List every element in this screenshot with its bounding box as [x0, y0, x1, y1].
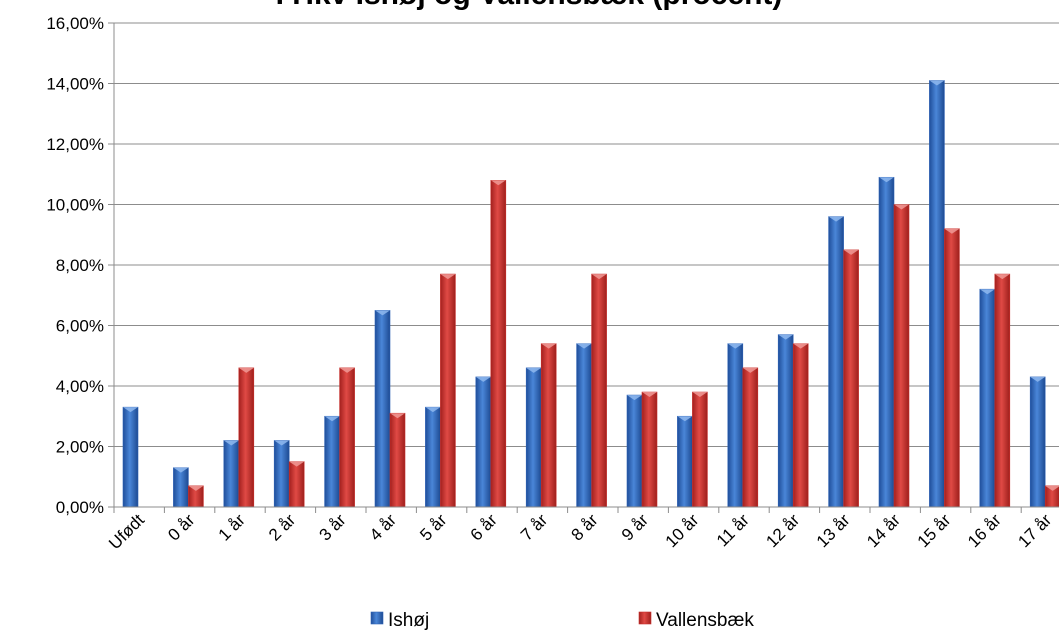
bar: [224, 440, 239, 507]
bar: [692, 392, 707, 507]
bar: [844, 250, 859, 507]
y-tick-label: 4,00%: [56, 377, 104, 396]
bar: [325, 416, 340, 507]
x-tick-label: 14 år: [863, 510, 904, 551]
legend-swatch: [639, 612, 651, 624]
x-tick-label: 12 år: [762, 510, 803, 551]
x-tick-label: 13 år: [813, 510, 854, 551]
x-tick-label: 8 år: [567, 510, 601, 544]
bar: [743, 368, 758, 507]
bar: [879, 177, 894, 507]
bar: [491, 180, 506, 507]
x-tick-label: Ufødt: [105, 510, 148, 553]
x-tick-label: 3 år: [315, 510, 349, 544]
bar: [929, 80, 944, 507]
legend-label: Ishøj: [388, 610, 429, 631]
bar: [577, 344, 592, 507]
x-tick-label: 5 år: [416, 510, 450, 544]
bar: [526, 368, 541, 507]
y-tick-label: 0,00%: [56, 498, 104, 517]
x-tick-label: 16 år: [964, 510, 1005, 551]
x-tick-label: 7 år: [517, 510, 551, 544]
bar: [793, 344, 808, 507]
bar: [239, 368, 254, 507]
y-tick-label: 8,00%: [56, 256, 104, 275]
x-tick-label: 1 år: [215, 510, 249, 544]
y-tick-label: 10,00%: [46, 196, 104, 215]
y-tick-label: 2,00%: [56, 438, 104, 457]
bar: [980, 289, 995, 507]
bar: [677, 416, 692, 507]
x-tick-label: 4 år: [366, 510, 400, 544]
bar: [627, 395, 642, 507]
x-axis: Ufødt 0 år 1 år 2 år 3 år 4 år 5 år 6 år 7 år 8 å…: [105, 507, 1059, 553]
bar: [476, 377, 491, 507]
bar: [642, 392, 657, 507]
bar: [274, 440, 289, 507]
legend: Ishøj Vallensbæk: [371, 610, 754, 631]
x-tick-label: 2 år: [265, 510, 299, 544]
x-tick-label: 0 år: [164, 510, 198, 544]
x-tick-label: 11 år: [713, 510, 753, 550]
bar: [944, 229, 959, 507]
bar: [995, 274, 1010, 507]
chart-title: I Hkv Ishøj og Vallensbæk (procent): [276, 0, 783, 11]
bar: [778, 335, 793, 507]
x-tick-label: 10 år: [662, 510, 703, 551]
legend-label: Vallensbæk: [656, 610, 754, 631]
bar: [440, 274, 455, 507]
bar: [541, 344, 556, 507]
y-tick-label: 14,00%: [46, 75, 104, 94]
bar: [829, 217, 844, 507]
x-tick-label: 6 år: [467, 510, 501, 544]
x-tick-label: 17 år: [1014, 510, 1055, 551]
bar: [123, 407, 138, 507]
y-axis: 0,00% 2,00% 4,00% 6,00% 8,00% 10,00% 12,00% 14,…: [46, 14, 114, 517]
y-tick-label: 6,00%: [56, 317, 104, 336]
bar: [425, 407, 440, 507]
legend-swatch: [371, 612, 383, 624]
bar: [375, 310, 390, 507]
x-tick-label: 15 år: [914, 510, 955, 551]
bar: [1030, 377, 1045, 507]
bar: [592, 274, 607, 507]
bar: [173, 468, 188, 507]
y-tick-label: 16,00%: [46, 14, 104, 33]
bar: [728, 344, 743, 507]
bar: [340, 368, 355, 507]
bar: [289, 462, 304, 507]
x-tick-label: 9 år: [618, 510, 652, 544]
y-tick-label: 12,00%: [46, 135, 104, 154]
bar: [894, 205, 909, 508]
bar: [390, 413, 405, 507]
